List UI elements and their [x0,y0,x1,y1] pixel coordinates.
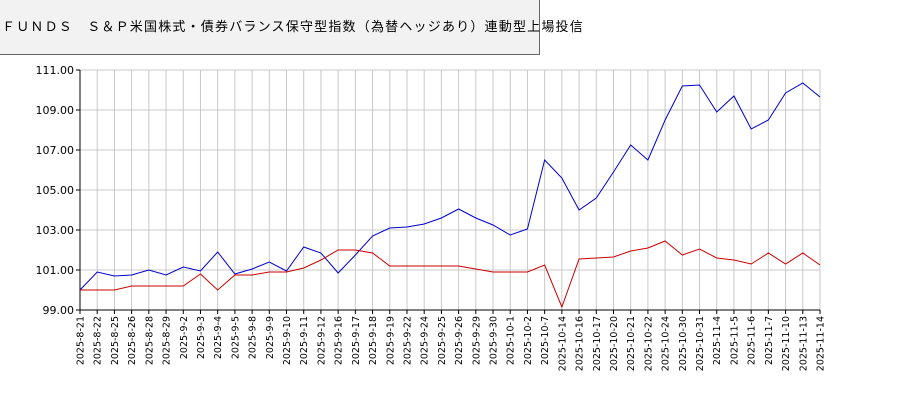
x-tick-label: 2025-9-3 [196,316,207,359]
chart-title: ＦＵＮＤＳ Ｓ＆Ｐ米国株式・債券バランス保守型指数（為替ヘッジあり）連動型上場投… [2,20,584,35]
x-tick-label: 2025-9-22 [402,316,413,365]
x-tick-label: 2025-11-14 [816,316,827,371]
y-tick-label: 107.00 [36,144,75,157]
x-tick-label: 2025-9-17 [351,316,362,365]
axes [76,69,821,314]
x-tick-label: 2025-11-10 [781,316,792,371]
x-tick-label: 2025-9-2 [179,316,190,359]
x-tick-label: 2025-10-21 [626,316,637,371]
x-tick-label: 2025-11-6 [747,316,758,365]
grid [79,69,821,311]
x-tick-label: 2025-9-10 [282,316,293,365]
y-tick-label: 109.00 [36,104,75,117]
x-tick-label: 2025-9-4 [213,316,224,359]
series-line-2 [80,240,821,309]
x-tick-label: 2025-10-2 [523,316,534,365]
x-tick-label: 2025-9-16 [334,316,345,365]
series-line-1 [79,82,821,291]
x-tick-label: 2025-9-8 [248,316,259,359]
y-tick-label: 105.00 [36,184,75,197]
y-tick-label: 111.00 [36,64,75,77]
x-tick-label: 2025-11-7 [764,316,775,365]
x-tick-label: 2025-9-12 [316,316,327,365]
x-tick-label: 2025-11-13 [798,316,809,371]
x-tick-label: 2025-8-29 [162,316,173,365]
x-tick-label: 2025-10-1 [506,316,517,365]
x-tick-label: 2025-9-11 [299,316,310,365]
x-tick-label: 2025-11-4 [712,316,723,365]
x-tick-label: 2025-9-9 [265,316,276,359]
title-box: ＦＵＮＤＳ Ｓ＆Ｐ米国株式・債券バランス保守型指数（為替ヘッジあり）連動型上場投… [0,0,583,55]
x-tick-label: 2025-10-16 [575,316,586,371]
x-tick-label: 2025-9-29 [471,316,482,365]
x-tick-label: 2025-10-20 [609,316,620,371]
x-tick-label: 2025-9-19 [385,316,396,365]
x-tick-label: 2025-8-25 [110,316,121,365]
x-tick-label: 2025-10-31 [695,316,706,371]
x-tick-label: 2025-9-18 [368,316,379,365]
series-lines [79,82,821,309]
x-tick-label: 2025-8-21 [76,316,87,365]
x-tick-label: 2025-8-26 [127,316,138,365]
x-tick-label: 2025-10-17 [592,316,603,371]
x-tick-label: 2025-9-30 [489,316,500,365]
x-tick-label: 2025-10-7 [540,316,551,365]
x-tick-label: 2025-10-30 [678,316,689,371]
y-tick-label: 99.00 [43,304,75,317]
x-tick-label: 2025-8-28 [144,316,155,365]
x-tick-label: 2025-11-5 [729,316,740,365]
x-tick-label: 2025-9-25 [437,316,448,365]
x-tick-labels: 2025-8-21 2025-8-22 2025-8-25 2025-8-26 2025… [76,316,827,371]
y-tick-label: 101.00 [36,264,75,277]
x-tick-label: 2025-8-22 [93,316,104,365]
y-tick-labels: 99.00 101.00 103.00 105.00 107.00 109.00 111.0… [36,64,75,317]
x-tick-label: 2025-9-26 [454,316,465,365]
x-tick-label: 2025-10-14 [557,316,568,371]
x-tick-label: 2025-9-24 [420,316,431,365]
y-tick-label: 103.00 [36,224,75,237]
x-tick-label: 2025-10-22 [643,316,654,371]
x-tick-label: 2025-10-24 [661,316,672,371]
x-tick-label: 2025-9-5 [230,316,241,359]
